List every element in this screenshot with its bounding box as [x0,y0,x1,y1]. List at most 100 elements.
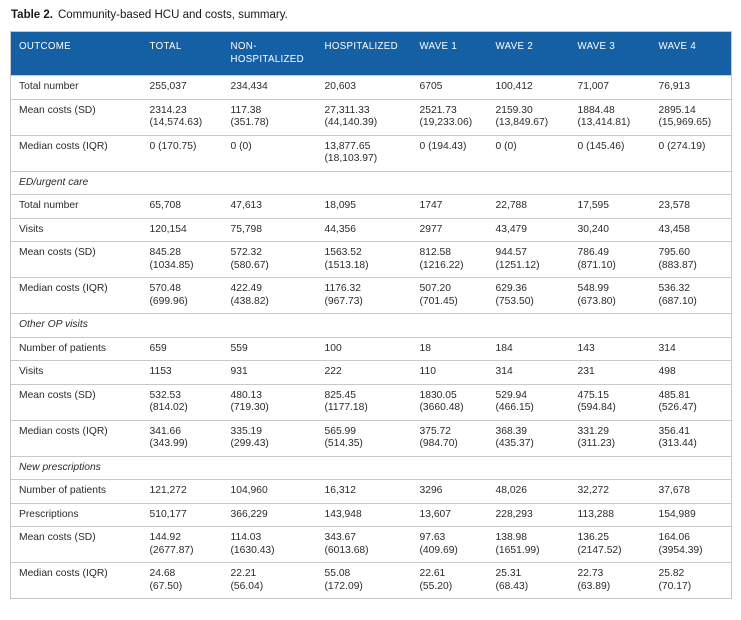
cell: 144.92 (2677.87) [141,526,223,563]
cell: 13,607 [411,502,488,527]
row-label: Mean costs (SD) [10,526,142,563]
cell: 570.48 (699.96) [141,277,223,314]
cell: 368.39 (435.37) [487,419,570,456]
cell: 75,798 [222,217,317,242]
cell: 510,177 [141,502,223,527]
cell: 25.82 (70.17) [650,562,732,599]
cell: 485.81 (526.47) [650,383,732,420]
column-header-total: TOTAL [141,31,223,76]
cell: 234,434 [222,75,317,99]
cell: 164.06 (3954.39) [650,526,732,563]
cell: 22,788 [487,194,570,218]
cell: 786.49 (871.10) [569,241,651,278]
cell: 335.19 (299.43) [222,419,317,456]
cell: 71,007 [569,75,651,99]
row-label: Prescriptions [10,502,142,527]
column-header-hospitalized: HOSPITALIZED [316,31,412,76]
cell: 114.03 (1630.43) [222,526,317,563]
cell: 422.49 (438.82) [222,277,317,314]
table-header: OUTCOME TOTAL NON- HOSPITALIZED HOSPITAL… [10,31,732,76]
table-row: Number of patients 659 559 100 18 184 143 314 [10,336,732,361]
cell: 22.21 (56.04) [222,562,317,599]
table-caption-text: Community-based HCU and costs, summary. [57,9,288,21]
column-header-wave-4: WAVE 4 [650,31,732,76]
cell: 572.32 (580.67) [222,241,317,278]
row-label: Median costs (IQR) [10,277,142,314]
cell: 0 (194.43) [411,134,488,171]
cell: 343.67 (6013.68) [316,526,412,563]
row-label: Median costs (IQR) [10,562,142,599]
column-header-wave-1: WAVE 1 [411,31,488,76]
cell: 43,458 [650,217,732,242]
cell: 47,613 [222,194,317,218]
cell: 331.29 (311.23) [569,419,651,456]
table-row: Visits 120,154 75,798 44,356 2977 43,479 30,2… [10,217,732,242]
table-row: Median costs (IQR) 570.48 (699.96) 422.49… [10,277,732,314]
cell: 100,412 [487,75,570,99]
cell: 548.99 (673.80) [569,277,651,314]
cell: 1830.05 (3660.48) [411,383,488,420]
cell: 341.66 (343.99) [141,419,223,456]
cell: 944.57 (1251.12) [487,241,570,278]
table-body: Total number 255,037 234,434 20,603 6705 100… [10,75,732,599]
cell: 17,595 [569,194,651,218]
cell: 0 (170.75) [141,134,223,171]
row-label: Visits [10,360,142,384]
cell: 2521.73 (19,233.06) [411,98,488,135]
column-header-non-hospitalized: NON- HOSPITALIZED [222,31,317,76]
cell: 110 [411,360,488,384]
column-header-wave-3: WAVE 3 [569,31,651,76]
row-label: Mean costs (SD) [10,98,142,135]
cell: 2159.30 (13,849.67) [487,98,570,135]
cell: 0 (0) [222,134,317,171]
cell: 113,288 [569,502,651,527]
cell: 100 [316,336,412,361]
hcu-summary-table: OUTCOME TOTAL NON- HOSPITALIZED HOSPITAL… [10,31,732,599]
table-row: Visits 1153 931 222 110 314 231 498 [10,360,732,384]
cell: 44,356 [316,217,412,242]
table-row: Mean costs (SD) 845.28 (1034.85) 572.32 (… [10,241,732,278]
cell: 255,037 [141,75,223,99]
cell: 931 [222,360,317,384]
column-header-outcome: OUTCOME [10,31,142,76]
cell: 529.94 (466.15) [487,383,570,420]
cell: 1176.32 (967.73) [316,277,412,314]
cell: 37,678 [650,479,732,503]
cell: 825.45 (1177.18) [316,383,412,420]
cell: 143 [569,336,651,361]
cell: 138.98 (1651.99) [487,526,570,563]
cell: 0 (0) [487,134,570,171]
cell: 24.68 (67.50) [141,562,223,599]
cell: 1884.48 (13,414.81) [569,98,651,135]
cell: 475.15 (594.84) [569,383,651,420]
row-label: Number of patients [10,479,142,503]
cell: 795.60 (883.87) [650,241,732,278]
cell: 23,578 [650,194,732,218]
cell: 48,026 [487,479,570,503]
cell: 22.61 (55.20) [411,562,488,599]
section-row: ED/urgent care [10,170,732,195]
table-row: Median costs (IQR) 24.68 (67.50) 22.21 (5… [10,562,732,599]
cell: 231 [569,360,651,384]
cell: 2895.14 (15,969.65) [650,98,732,135]
cell: 356.41 (313.44) [650,419,732,456]
cell: 1153 [141,360,223,384]
cell: 659 [141,336,223,361]
cell: 184 [487,336,570,361]
cell: 97.63 (409.69) [411,526,488,563]
row-label: Median costs (IQR) [10,419,142,456]
column-header-wave-2: WAVE 2 [487,31,570,76]
row-label: Visits [10,217,142,242]
cell: 812.58 (1216.22) [411,241,488,278]
cell: 507.20 (701.45) [411,277,488,314]
cell: 1747 [411,194,488,218]
row-label: Median costs (IQR) [10,134,142,171]
cell: 2977 [411,217,488,242]
cell: 27,311.33 (44,140.39) [316,98,412,135]
cell: 314 [487,360,570,384]
cell: 565.99 (514.35) [316,419,412,456]
section-label: ED/urgent care [10,170,732,195]
row-label: Number of patients [10,336,142,361]
section-row: New prescriptions [10,455,732,480]
cell: 20,603 [316,75,412,99]
